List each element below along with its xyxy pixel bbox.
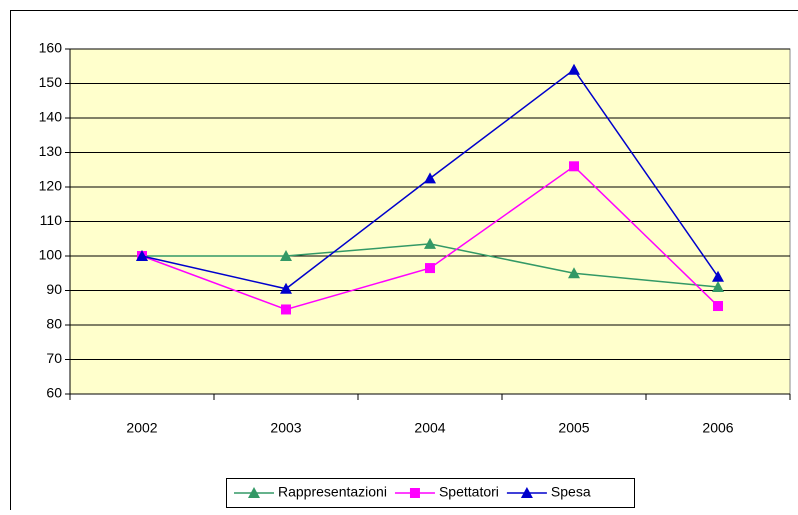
x-tick-label: 2005	[558, 420, 589, 436]
x-tick-label: 2004	[414, 420, 445, 436]
data-point	[713, 301, 723, 311]
x-tick-label: 2002	[126, 420, 157, 436]
legend-label: Rappresentazioni	[278, 484, 387, 500]
data-point	[425, 263, 435, 273]
y-tick-label: 80	[46, 316, 62, 332]
x-tick-label: 2006	[702, 420, 733, 436]
data-point	[569, 161, 579, 171]
y-tick-label: 150	[39, 74, 63, 90]
y-tick-label: 90	[46, 281, 62, 297]
y-tick-label: 70	[46, 350, 62, 366]
x-tick-label: 2003	[270, 420, 301, 436]
y-tick-label: 130	[39, 143, 63, 159]
data-point	[281, 304, 291, 314]
y-tick-label: 160	[39, 40, 63, 56]
y-tick-label: 110	[40, 212, 63, 228]
y-tick-label: 120	[39, 178, 63, 194]
y-tick-label: 100	[39, 247, 63, 263]
y-tick-label: 140	[39, 109, 63, 125]
y-tick-label: 60	[46, 385, 62, 401]
legend-marker	[410, 488, 420, 498]
legend-label: Spesa	[551, 484, 591, 500]
legend-label: Spettatori	[439, 484, 499, 500]
